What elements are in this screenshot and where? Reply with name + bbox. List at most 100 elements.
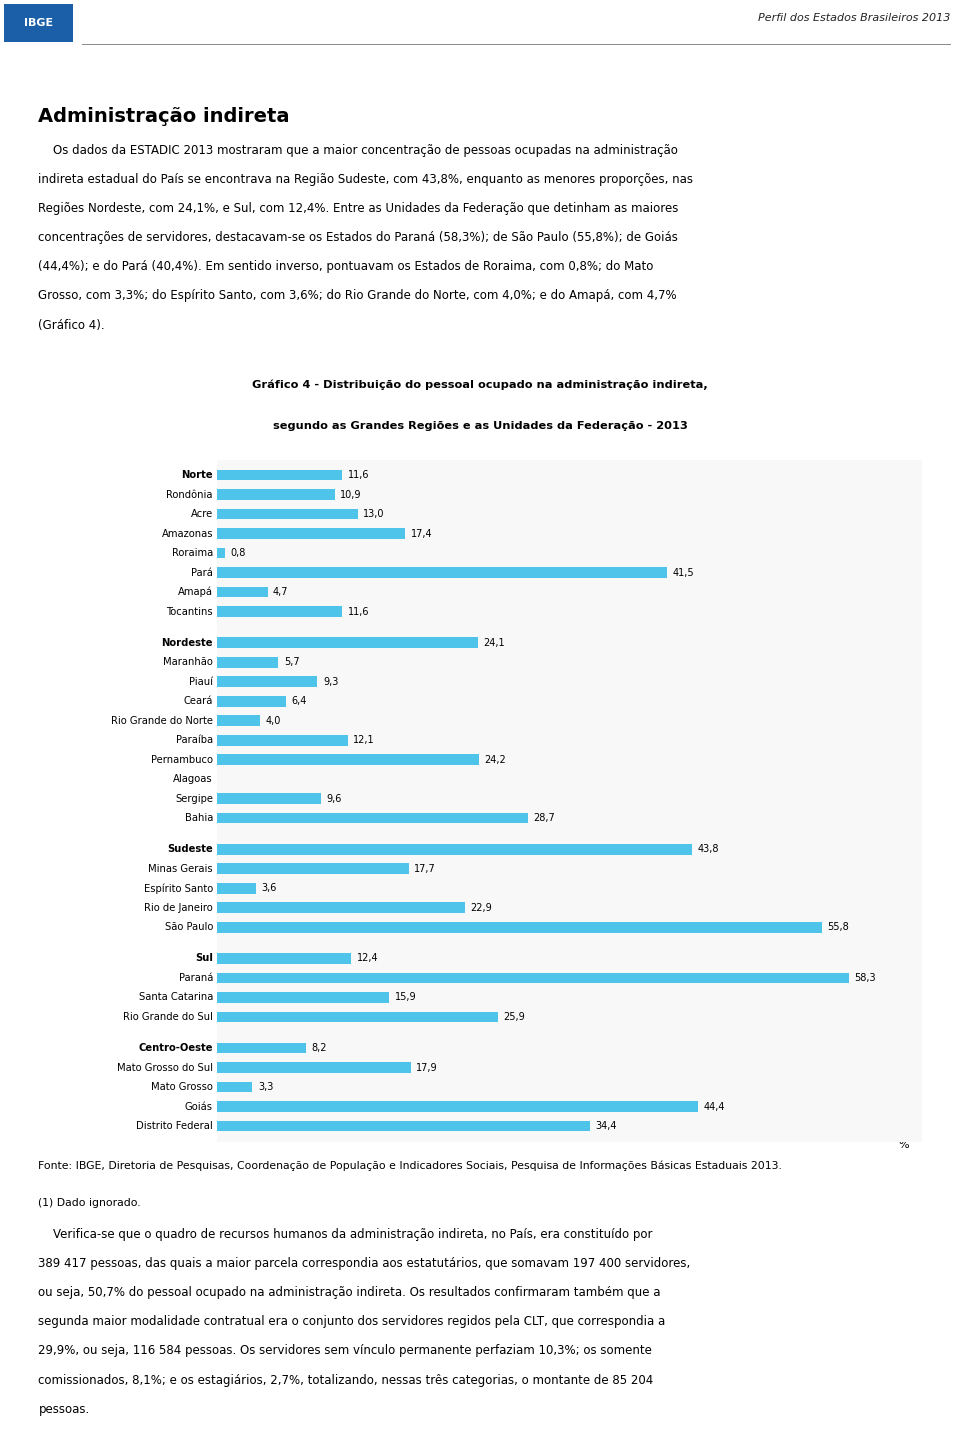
Text: 17,7: 17,7 (414, 864, 436, 873)
Text: 41,5: 41,5 (672, 567, 694, 577)
Bar (217, 470, 343, 481)
Text: Paraná: Paraná (179, 974, 213, 982)
Bar (217, 638, 478, 648)
Text: indireta estadual do País se encontrava na Região Sudeste, com 43,8%, enquanto a: indireta estadual do País se encontrava … (38, 172, 693, 185)
Text: Minas Gerais: Minas Gerais (149, 864, 213, 873)
Text: segunda maior modalidade contratual era o conjunto dos servidores regidos pela C: segunda maior modalidade contratual era … (38, 1315, 665, 1328)
Text: Os dados da ESTADIC 2013 mostraram que a maior concentração de pessoas ocupadas : Os dados da ESTADIC 2013 mostraram que a… (38, 144, 679, 157)
Bar (217, 844, 691, 854)
Text: 10,9: 10,9 (340, 490, 362, 500)
Text: Mato Grosso do Sul: Mato Grosso do Sul (117, 1063, 213, 1073)
Text: 58,3: 58,3 (854, 974, 876, 982)
Text: comissionados, 8,1%; e os estagiários, 2,7%, totalizando, nessas três categorias: comissionados, 8,1%; e os estagiários, 2… (38, 1373, 654, 1387)
Text: 12,4: 12,4 (356, 954, 378, 964)
Text: 13,0: 13,0 (363, 510, 385, 518)
Text: 5,7: 5,7 (284, 658, 300, 668)
Bar (217, 863, 409, 875)
Text: 25,9: 25,9 (503, 1012, 525, 1022)
Bar (217, 1063, 411, 1073)
Text: Sergipe: Sergipe (175, 794, 213, 804)
Bar (217, 676, 318, 686)
Bar (217, 715, 260, 727)
Text: 3,6: 3,6 (261, 883, 276, 893)
Text: Sudeste: Sudeste (167, 844, 213, 854)
Bar (217, 754, 479, 765)
Bar (217, 954, 351, 964)
Bar (217, 793, 321, 804)
Bar (217, 528, 405, 538)
Text: Grosso, com 3,3%; do Espírito Santo, com 3,6%; do Rio Grande do Norte, com 4,0%;: Grosso, com 3,3%; do Espírito Santo, com… (38, 290, 677, 303)
Bar (217, 735, 348, 745)
Bar (217, 1043, 305, 1054)
Text: Administração indireta: Administração indireta (38, 106, 290, 126)
Text: 15,9: 15,9 (395, 992, 416, 1002)
Bar (217, 567, 667, 577)
Bar (217, 508, 358, 520)
Text: ou seja, 50,7% do pessoal ocupado na administração indireta. Os resultados confi: ou seja, 50,7% do pessoal ocupado na adm… (38, 1287, 660, 1300)
Bar (217, 696, 286, 707)
Text: Verifica-se que o quadro de recursos humanos da administração indireta, no País,: Verifica-se que o quadro de recursos hum… (38, 1228, 653, 1241)
Text: Acre: Acre (191, 510, 213, 518)
Text: Pernambuco: Pernambuco (151, 755, 213, 764)
Text: Sul: Sul (195, 954, 213, 964)
Bar (217, 1011, 497, 1022)
Bar (217, 1081, 252, 1093)
Text: Maranhão: Maranhão (163, 658, 213, 668)
Text: 6,4: 6,4 (292, 696, 307, 707)
Text: 11,6: 11,6 (348, 470, 370, 480)
Text: Ceará: Ceará (183, 696, 213, 707)
Text: 22,9: 22,9 (470, 903, 492, 913)
Text: Goiás: Goiás (185, 1101, 213, 1111)
Text: 29,9%, ou seja, 116 584 pessoas. Os servidores sem vínculo permanente perfaziam : 29,9%, ou seja, 116 584 pessoas. Os serv… (38, 1344, 652, 1357)
Text: 0,8: 0,8 (230, 549, 246, 559)
Text: Piauí: Piauí (189, 676, 213, 686)
Bar (217, 606, 343, 617)
Text: Rio de Janeiro: Rio de Janeiro (144, 903, 213, 913)
Text: 55,8: 55,8 (828, 922, 849, 932)
Bar (217, 902, 465, 913)
Text: Distrito Federal: Distrito Federal (136, 1122, 213, 1132)
Text: 24,1: 24,1 (484, 638, 505, 648)
Text: 43,8: 43,8 (697, 844, 719, 854)
Text: Rio Grande do Norte: Rio Grande do Norte (111, 715, 213, 725)
Bar (217, 490, 335, 500)
Text: IBGE: IBGE (24, 19, 53, 27)
Text: Amapá: Amapá (178, 587, 213, 597)
Text: Regiões Nordeste, com 24,1%, e Sul, com 12,4%. Entre as Unidades da Federação qu: Regiões Nordeste, com 24,1%, e Sul, com … (38, 202, 679, 215)
Text: 28,7: 28,7 (534, 813, 555, 823)
Text: Rio Grande do Sul: Rio Grande do Sul (123, 1012, 213, 1022)
Text: 12,1: 12,1 (353, 735, 375, 745)
Text: 9,6: 9,6 (326, 794, 342, 804)
Text: (44,4%); e do Pará (40,4%). Em sentido inverso, pontuavam os Estados de Roraima,: (44,4%); e do Pará (40,4%). Em sentido i… (38, 260, 654, 273)
Text: (Gráfico 4).: (Gráfico 4). (38, 319, 105, 332)
Text: Rondônia: Rondônia (166, 490, 213, 500)
Bar (217, 547, 226, 559)
Text: 17,4: 17,4 (411, 528, 432, 538)
Text: São Paulo: São Paulo (164, 922, 213, 932)
Text: 8,2: 8,2 (311, 1043, 326, 1053)
Text: Gráfico 4 - Distribuição do pessoal ocupado na administração indireta,: Gráfico 4 - Distribuição do pessoal ocup… (252, 379, 708, 391)
Text: 4,0: 4,0 (265, 715, 281, 725)
Text: 9,3: 9,3 (323, 676, 338, 686)
Bar (217, 883, 255, 893)
Text: Espírito Santo: Espírito Santo (144, 883, 213, 893)
FancyBboxPatch shape (4, 4, 73, 42)
Text: Fonte: IBGE, Diretoria de Pesquisas, Coordenação de População e Indicadores Soci: Fonte: IBGE, Diretoria de Pesquisas, Coo… (38, 1160, 782, 1170)
Text: Norte: Norte (181, 470, 213, 480)
Bar (217, 992, 389, 1002)
Text: (1) Dado ignorado.: (1) Dado ignorado. (38, 1198, 141, 1208)
Text: concentrações de servidores, destacavam-se os Estados do Paraná (58,3%); de São : concentrações de servidores, destacavam-… (38, 231, 679, 244)
Text: Tocantins: Tocantins (166, 606, 213, 616)
Text: 24,2: 24,2 (485, 755, 506, 764)
Text: Mato Grosso: Mato Grosso (151, 1083, 213, 1091)
Bar (217, 656, 278, 668)
Text: Santa Catarina: Santa Catarina (138, 992, 213, 1002)
Text: Paraíba: Paraíba (176, 735, 213, 745)
Text: segundo as Grandes Regiões e as Unidades da Federação - 2013: segundo as Grandes Regiões e as Unidades… (273, 421, 687, 431)
Bar (217, 1101, 698, 1111)
Text: pessoas.: pessoas. (38, 1403, 89, 1416)
Text: 44,4: 44,4 (704, 1101, 725, 1111)
Bar (217, 587, 268, 597)
Text: Perfil dos Estados Brasileiros 2013: Perfil dos Estados Brasileiros 2013 (758, 13, 950, 23)
Text: Alagoas: Alagoas (174, 774, 213, 784)
